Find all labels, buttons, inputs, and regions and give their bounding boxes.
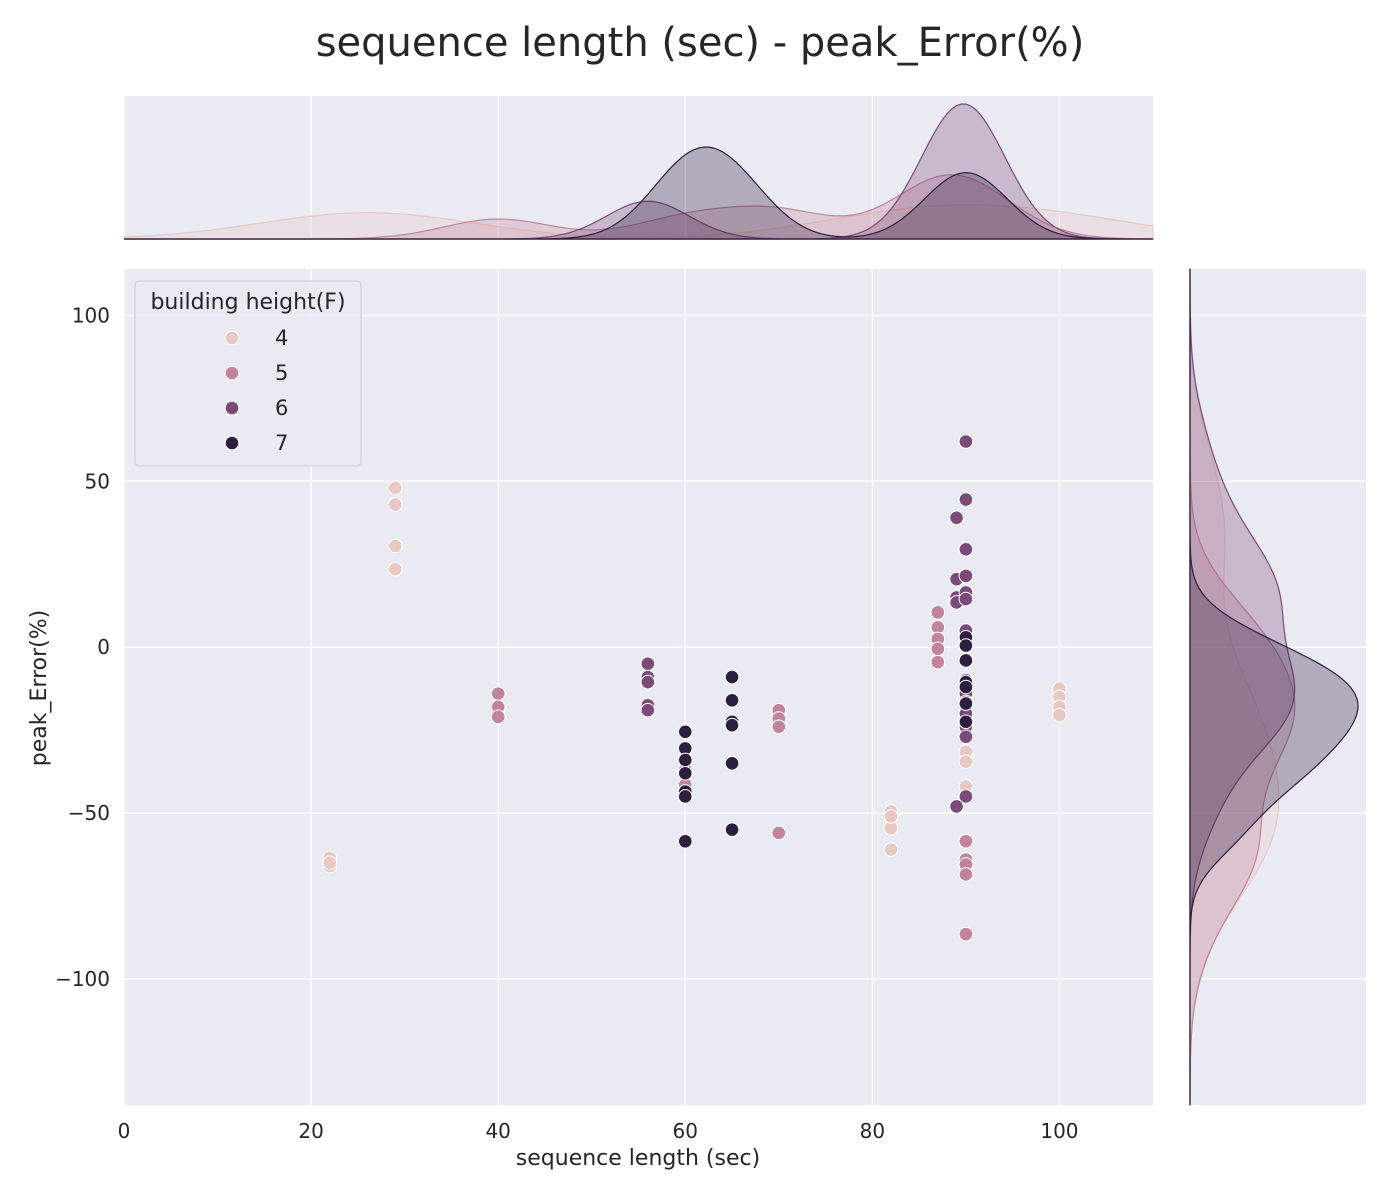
data-point-series-4	[883, 842, 899, 857]
y-axis-label: peak_Error(%)	[27, 610, 52, 766]
right-marginal-background	[1190, 269, 1366, 1105]
data-point-series-6	[958, 591, 974, 607]
x-tick-label: 20	[298, 1119, 323, 1143]
data-point-series-5	[958, 833, 974, 849]
data-point-series-7	[958, 653, 974, 668]
data-point-series-5	[930, 641, 946, 657]
data-point-series-4	[387, 480, 403, 496]
data-point-series-5	[771, 719, 787, 735]
data-point-series-5	[930, 605, 946, 620]
data-point-series-5	[930, 654, 946, 670]
data-point-series-4	[883, 809, 899, 824]
data-point-series-7	[677, 752, 693, 768]
data-point-series-6	[958, 492, 974, 507]
data-point-series-5	[958, 867, 974, 882]
data-point-series-7	[958, 679, 974, 695]
x-axis-label: sequence length (sec)	[516, 1146, 760, 1171]
data-point-series-5	[490, 709, 506, 725]
data-point-series-7	[958, 638, 974, 653]
legend-box	[134, 280, 362, 467]
x-tick-label: 40	[485, 1119, 510, 1143]
x-tick-label: 60	[673, 1119, 698, 1143]
legend-label-4: 4	[275, 326, 288, 350]
chart-title: sequence length (sec) - peak_Error(%)	[316, 20, 1085, 66]
data-point-series-5	[771, 825, 787, 841]
data-point-series-4	[387, 538, 403, 554]
x-tick-label: 0	[118, 1119, 131, 1143]
data-point-series-6	[640, 656, 656, 672]
data-point-series-7	[724, 717, 740, 733]
top-marginal-background	[124, 96, 1153, 239]
data-point-series-6	[958, 568, 974, 584]
x-tick-label: 100	[1040, 1119, 1078, 1143]
data-point-series-7	[958, 696, 974, 711]
data-point-series-7	[958, 714, 974, 730]
legend-label-6: 6	[275, 396, 288, 420]
right-kde-series-7	[1189, 269, 1359, 1105]
data-point-series-6	[949, 510, 964, 526]
data-point-series-6	[958, 542, 974, 557]
legend-title: building height(F)	[150, 290, 345, 315]
data-point-series-7	[724, 756, 740, 771]
top-kde-series-7	[124, 146, 1153, 240]
legend-label-5: 5	[275, 361, 288, 385]
data-point-series-4	[322, 855, 338, 871]
y-tick-label: 0	[97, 635, 110, 659]
plot-layer: 0 20 40 60 80 100 100 50 0 −50 −100 building height…	[55, 96, 1366, 1143]
data-point-series-4	[387, 497, 403, 512]
data-point-series-6	[958, 434, 974, 449]
y-tick-label: −100	[55, 967, 110, 991]
data-point-series-5	[490, 686, 506, 701]
legend-marker-5	[224, 365, 240, 381]
data-point-series-4	[1052, 707, 1067, 723]
data-point-series-6	[640, 702, 656, 718]
data-point-series-6	[949, 799, 964, 814]
data-point-series-7	[677, 833, 693, 849]
data-point-series-7	[677, 789, 693, 804]
data-point-series-7	[724, 669, 740, 685]
data-point-series-6	[640, 674, 656, 690]
data-point-series-6	[958, 789, 974, 804]
y-tick-label: −50	[68, 801, 110, 825]
legend-marker-6	[224, 400, 240, 416]
legend-marker-7	[224, 435, 240, 451]
data-point-series-4	[958, 754, 974, 769]
top-kde-series-4	[123, 204, 1154, 240]
data-point-series-7	[677, 724, 693, 740]
data-point-series-5	[958, 926, 974, 942]
legend-marker-4	[224, 330, 240, 346]
y-tick-label: 50	[85, 469, 110, 493]
right-kde-series-4	[1189, 268, 1280, 1106]
legend-label-7: 7	[275, 431, 288, 455]
data-point-series-6	[958, 729, 974, 745]
data-point-series-7	[677, 765, 693, 781]
x-tick-label: 80	[860, 1119, 885, 1143]
data-point-series-7	[724, 822, 740, 837]
data-point-series-7	[724, 692, 740, 708]
data-point-series-4	[387, 561, 403, 577]
y-tick-label: 100	[72, 303, 110, 327]
